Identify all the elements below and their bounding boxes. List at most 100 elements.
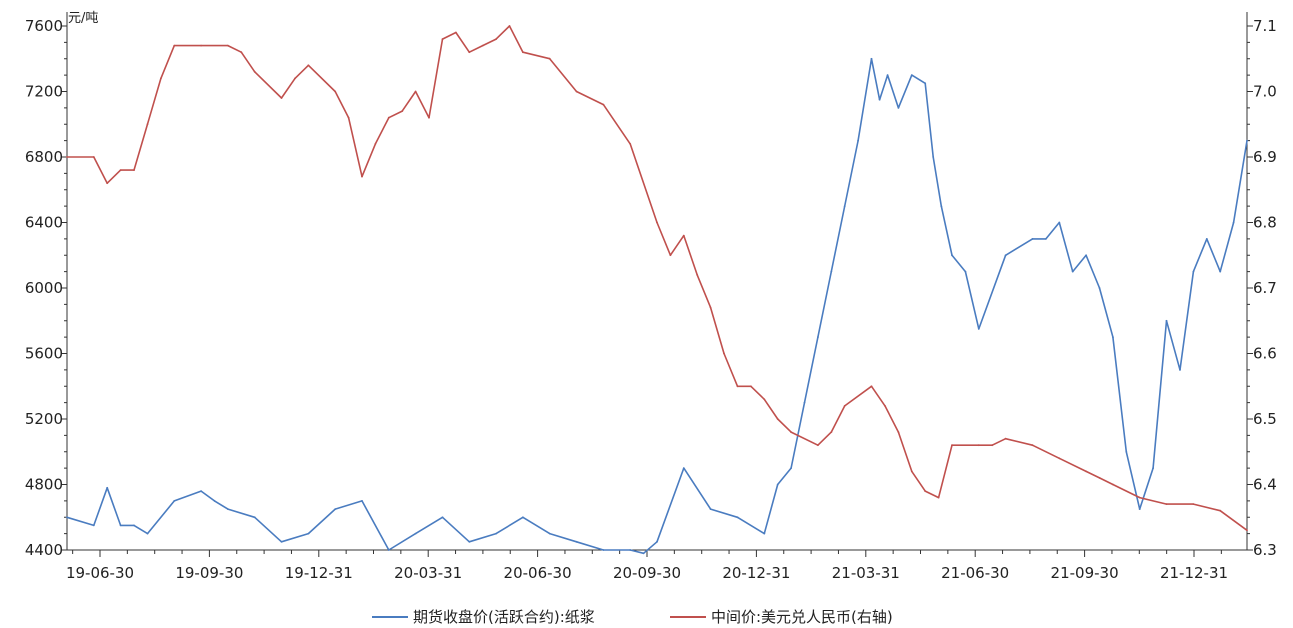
- data-point: [682, 467, 685, 469]
- data-point: [964, 270, 967, 273]
- data-point: [294, 77, 296, 80]
- data-point: [940, 205, 943, 208]
- x-tick-label: 19-12-31: [285, 564, 353, 582]
- data-point: [991, 444, 994, 447]
- x-tick-label: 20-12-31: [722, 564, 790, 582]
- data-point: [468, 540, 471, 543]
- data-point: [146, 532, 149, 535]
- data-point: [481, 44, 484, 47]
- data-point: [924, 82, 927, 85]
- data-point: [629, 549, 632, 551]
- data-point: [656, 540, 658, 543]
- data-point: [951, 444, 953, 447]
- data-point: [602, 103, 605, 106]
- data-point: [575, 540, 578, 543]
- data-point: [414, 532, 417, 535]
- data-point: [682, 234, 685, 237]
- data-point: [1165, 503, 1168, 505]
- data-point: [817, 336, 819, 338]
- data-point: [468, 51, 471, 54]
- y-tick-label-right: 6.3: [1253, 541, 1277, 559]
- data-point: [1152, 467, 1154, 469]
- y-tick-label-right: 6.6: [1253, 345, 1277, 363]
- y-tick-label-left: 6800: [25, 148, 63, 166]
- series-futures: [66, 57, 1248, 555]
- data-point: [495, 38, 497, 40]
- data-point: [1219, 270, 1222, 273]
- x-tick-label: 20-06-30: [504, 564, 572, 582]
- series-line: [67, 25, 1248, 531]
- data-point: [1112, 336, 1114, 338]
- data-point: [910, 470, 913, 473]
- data-point: [106, 182, 109, 185]
- data-point: [307, 532, 310, 535]
- y-unit-label: 元/吨: [68, 11, 98, 26]
- data-point: [776, 418, 779, 420]
- data-point: [629, 143, 632, 145]
- data-point: [1165, 319, 1168, 322]
- data-point: [897, 431, 900, 433]
- y-tick-label-left: 5600: [25, 345, 63, 363]
- legend-label-futures: 期货收盘价(活跃合约):纸浆: [413, 608, 595, 626]
- y-tick-label-right: 6.8: [1253, 214, 1277, 232]
- series-layer: [66, 25, 1248, 555]
- data-point: [119, 169, 122, 172]
- data-point: [334, 90, 337, 93]
- data-point: [227, 508, 229, 510]
- data-point: [1071, 270, 1074, 273]
- data-point: [656, 221, 658, 224]
- data-point: [910, 74, 913, 76]
- y-tick-label-left: 7200: [25, 83, 63, 101]
- data-point: [160, 77, 162, 80]
- data-point: [1085, 470, 1087, 473]
- y-tick-label-left: 6000: [25, 279, 63, 297]
- data-point: [173, 500, 176, 502]
- data-point: [709, 306, 712, 309]
- data-point: [723, 352, 725, 355]
- data-point: [401, 110, 404, 112]
- data-point: [709, 508, 712, 510]
- data-point: [334, 508, 337, 510]
- data-point: [200, 490, 203, 492]
- data-point: [173, 44, 176, 47]
- series-line: [66, 58, 1248, 555]
- data-point: [92, 156, 95, 158]
- x-tick-label: 20-03-31: [394, 564, 462, 582]
- data-point: [897, 107, 900, 109]
- data-point: [886, 74, 889, 76]
- data-point: [1219, 509, 1222, 512]
- data-point: [1192, 270, 1195, 273]
- data-point: [977, 328, 980, 330]
- data-point: [1058, 457, 1061, 460]
- data-point: [830, 270, 833, 273]
- y-tick-label-left: 6400: [25, 214, 63, 232]
- data-point: [696, 274, 699, 276]
- data-point: [92, 524, 95, 527]
- data-point: [1058, 221, 1061, 224]
- data-point: [495, 532, 497, 535]
- data-point: [213, 500, 216, 502]
- y-tick-label-right: 6.4: [1253, 476, 1277, 494]
- data-point: [428, 116, 430, 119]
- data-point: [374, 143, 377, 145]
- data-point: [951, 254, 953, 257]
- legend-label-usdcny: 中间价:美元兑人民币(右轴): [711, 608, 893, 626]
- y-tick-label-right: 7.1: [1253, 17, 1277, 35]
- data-point: [240, 51, 243, 54]
- data-point: [843, 405, 846, 407]
- data-point: [1138, 496, 1141, 499]
- data-point: [227, 44, 229, 47]
- data-point: [750, 385, 752, 388]
- data-point: [776, 483, 779, 486]
- data-point: [253, 516, 256, 519]
- data-point: [803, 401, 806, 404]
- data-point: [878, 98, 881, 101]
- x-tick-label: 19-09-30: [175, 564, 243, 582]
- data-point: [642, 552, 645, 555]
- data-point: [924, 490, 927, 492]
- x-tick-label: 21-06-30: [941, 564, 1009, 582]
- data-point: [133, 169, 135, 172]
- data-point: [1004, 437, 1007, 440]
- data-point: [1045, 238, 1047, 240]
- data-point: [146, 123, 149, 126]
